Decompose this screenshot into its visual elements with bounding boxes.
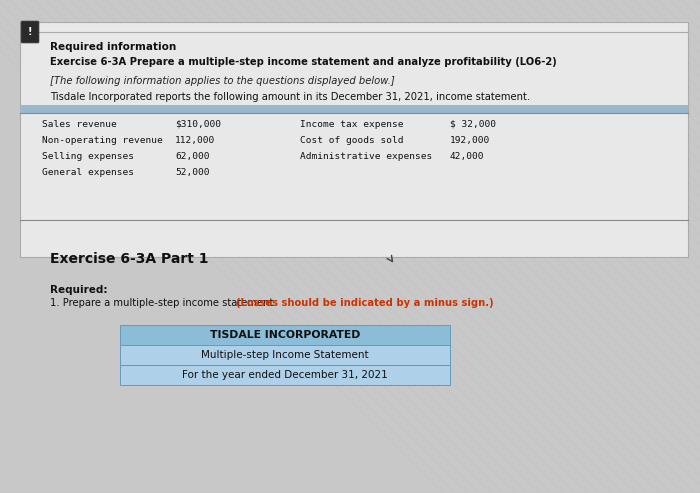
Text: TISDALE INCORPORATED: TISDALE INCORPORATED [210,330,360,340]
FancyBboxPatch shape [20,22,688,257]
Text: 42,000: 42,000 [450,152,484,161]
Text: Exercise 6-3A Prepare a multiple-step income statement and analyze profitability: Exercise 6-3A Prepare a multiple-step in… [50,57,557,67]
Text: !: ! [28,27,32,37]
Text: 112,000: 112,000 [175,136,216,145]
Text: 52,000: 52,000 [175,168,209,177]
Text: 62,000: 62,000 [175,152,209,161]
Text: [The following information applies to the questions displayed below.]: [The following information applies to th… [50,76,395,86]
Text: (Losses should be indicated by a minus sign.): (Losses should be indicated by a minus s… [236,298,494,308]
Text: Cost of goods sold: Cost of goods sold [300,136,403,145]
Text: Income tax expense: Income tax expense [300,120,403,129]
FancyBboxPatch shape [120,365,450,385]
Text: 192,000: 192,000 [450,136,490,145]
Text: Required:: Required: [50,285,108,295]
Text: Administrative expenses: Administrative expenses [300,152,433,161]
Text: Sales revenue: Sales revenue [42,120,117,129]
Text: Selling expenses: Selling expenses [42,152,134,161]
Text: For the year ended December 31, 2021: For the year ended December 31, 2021 [182,370,388,380]
Text: $ 32,000: $ 32,000 [450,120,496,129]
Text: Required information: Required information [50,42,176,52]
FancyBboxPatch shape [21,21,39,43]
Text: $310,000: $310,000 [175,120,221,129]
Text: Non-operating revenue: Non-operating revenue [42,136,162,145]
FancyBboxPatch shape [120,345,450,365]
Text: Multiple-step Income Statement: Multiple-step Income Statement [201,350,369,360]
Text: Exercise 6-3A Part 1: Exercise 6-3A Part 1 [50,252,209,266]
Text: Tisdale Incorporated reports the following amount in its December 31, 2021, inco: Tisdale Incorporated reports the followi… [50,92,530,102]
FancyBboxPatch shape [120,325,450,345]
FancyBboxPatch shape [20,105,688,113]
Text: General expenses: General expenses [42,168,134,177]
Text: 1. Prepare a multiple-step income statement.: 1. Prepare a multiple-step income statem… [50,298,280,308]
